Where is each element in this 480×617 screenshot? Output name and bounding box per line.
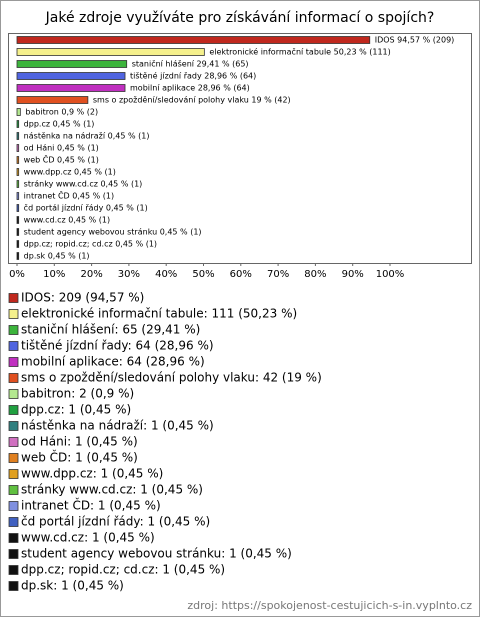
bar-label: staniční hlášení 29,41 % (65) — [132, 59, 249, 69]
bar — [16, 120, 20, 128]
bar — [16, 60, 128, 68]
legend-label: dp.sk: 1 (0,45 %) — [21, 579, 124, 593]
legend-label: www.cd.cz: 1 (0,45 %) — [21, 531, 155, 545]
legend-swatch — [8, 453, 19, 463]
legend-swatch — [8, 437, 19, 447]
legend-label: IDOS: 209 (94,57 %) — [21, 291, 144, 305]
legend-swatch — [8, 581, 19, 591]
legend-label: staniční hlášení: 65 (29,41 %) — [21, 323, 200, 337]
bar — [16, 156, 20, 164]
legend-swatch — [8, 549, 19, 559]
x-tick-label: 100% — [376, 269, 405, 280]
legend-swatch — [8, 325, 19, 335]
legend-label: stránky www.cd.cz: 1 (0,45 %) — [21, 483, 203, 497]
legend-label: dpp.cz; ropid.cz; cd.cz: 1 (0,45 %) — [21, 563, 225, 577]
bar — [16, 240, 20, 248]
legend-label: dpp.cz: 1 (0,45 %) — [21, 403, 131, 417]
legend-label: sms o zpoždění/sledování polohy vlaku: 4… — [21, 371, 322, 385]
legend-label: tištěné jízdní řady: 64 (28,96 %) — [21, 339, 214, 353]
legend-swatch — [8, 533, 19, 543]
legend-swatch — [8, 469, 19, 479]
bar-label: mobilní aplikace 28,96 % (64) — [130, 84, 250, 93]
bar-label: dpp.cz; ropid.cz; cd.cz 0,45 % (1) — [24, 240, 157, 249]
bar — [16, 168, 20, 176]
bar — [16, 132, 20, 140]
x-tick-label: 40% — [155, 269, 177, 280]
legend-label: čd portál jízdní řády: 1 (0,45 %) — [21, 515, 210, 529]
bar-label: intranet ČD 0,45 % (1) — [24, 190, 114, 201]
legend-swatch — [8, 389, 19, 399]
bar-label: web ČD 0,45 % (1) — [24, 154, 99, 165]
bar-label: tištěné jízdní řady 28,96 % (64) — [130, 71, 256, 81]
bar-label: dp.sk 0,45 % (1) — [24, 252, 90, 261]
bar — [16, 108, 21, 116]
bar-label: čd portál jízdní řády 0,45 % (1) — [24, 203, 148, 213]
x-tick-label: 20% — [80, 269, 102, 280]
bar — [16, 204, 20, 212]
bar-label: nástěnka na nádraží 0,45 % (1) — [24, 132, 150, 141]
bar — [16, 48, 205, 56]
legend-label: mobilní aplikace: 64 (28,96 %) — [21, 355, 205, 369]
legend-swatch — [8, 485, 19, 495]
legend-label: intranet ČD: 1 (0,45 %) — [21, 498, 161, 513]
legend-label: student agency webovou stránku: 1 (0,45 … — [21, 547, 292, 561]
legend-label: www.dpp.cz: 1 (0,45 %) — [21, 467, 163, 481]
bar — [16, 96, 89, 104]
bar — [16, 36, 371, 44]
legend-label: babitron: 2 (0,9 %) — [21, 387, 134, 401]
x-tick-label: 30% — [118, 269, 140, 280]
legend-swatch — [8, 517, 19, 527]
bar-label: elektronické informační tabule 50,23 % (… — [209, 47, 390, 57]
legend-swatch — [8, 421, 19, 431]
bar-label: sms o zpoždění/sledování polohy vlaku 19… — [93, 96, 291, 105]
bar-label: dpp.cz 0,45 % (1) — [24, 120, 95, 129]
legend-swatch — [8, 565, 19, 575]
chart-title: Jaké zdroje využíváte pro získávání info… — [45, 10, 435, 26]
bar-label: od Háni 0,45 % (1) — [24, 144, 99, 153]
bar — [16, 180, 20, 188]
plot-area — [8, 33, 472, 264]
legend-swatch — [8, 309, 19, 319]
legend-label: nástěnka na nádraží: 1 (0,45 %) — [21, 419, 214, 433]
bar-label: IDOS 94,57 % (209) — [375, 36, 455, 45]
legend-swatch — [8, 341, 19, 351]
legend-label: web ČD: 1 (0,45 %) — [21, 450, 138, 465]
bar — [16, 252, 20, 260]
source: zdroj: https://spokojenost-cestujicich-s… — [187, 599, 472, 612]
bar — [16, 192, 20, 200]
legend-label: elektronické informační tabule: 111 (50,… — [21, 307, 297, 321]
legend-swatch — [8, 373, 19, 383]
bar — [16, 216, 20, 224]
bar-label: www.dpp.cz 0,45 % (1) — [24, 168, 116, 177]
legend-label: od Háni: 1 (0,45 %) — [21, 435, 138, 449]
legend-swatch — [8, 293, 19, 303]
bar — [16, 84, 126, 92]
x-tick-label: 90% — [342, 269, 364, 280]
bar — [16, 144, 20, 152]
x-tick-label: 60% — [230, 269, 252, 280]
x-tick-label: 70% — [267, 269, 289, 280]
bar-label: www.cd.cz 0,45 % (1) — [24, 216, 110, 225]
bar — [16, 228, 20, 236]
x-tick-label: 0% — [9, 269, 25, 280]
bar-label: stránky www.cd.cz 0,45 % (1) — [24, 180, 143, 189]
legend-swatch — [8, 501, 19, 511]
x-tick-label: 80% — [304, 269, 326, 280]
bar-label: babitron 0,9 % (2) — [25, 108, 98, 117]
x-tick-label: 10% — [43, 269, 65, 280]
bar-label: student agency webovou stránku 0,45 % (1… — [24, 228, 202, 237]
legend-swatch — [8, 357, 19, 367]
bar — [16, 72, 126, 80]
legend-swatch — [8, 405, 19, 415]
x-tick-label: 50% — [192, 269, 214, 280]
